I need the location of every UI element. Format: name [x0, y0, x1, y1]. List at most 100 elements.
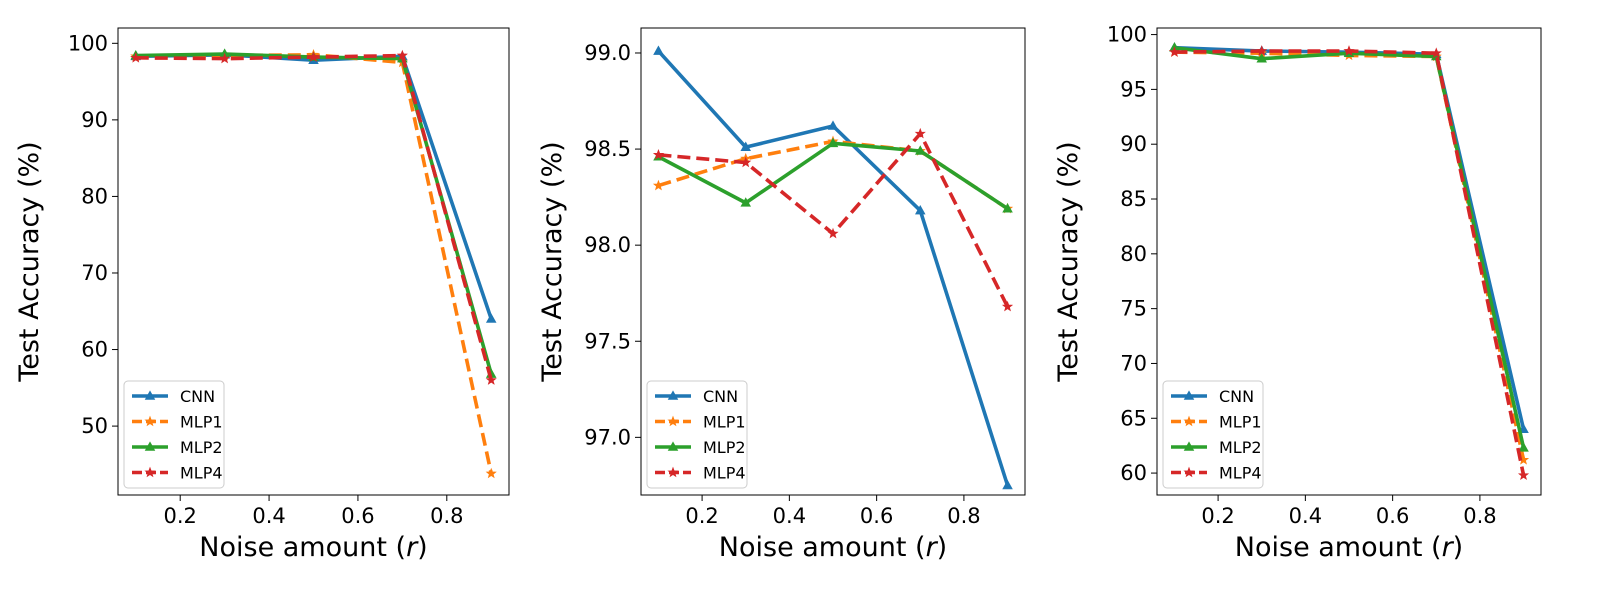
x-tick-label: 0.6	[341, 504, 374, 528]
y-tick-label: 70	[81, 261, 108, 285]
y-tick-label: 90	[81, 108, 108, 132]
series-line-mlp2	[135, 52, 493, 375]
data-point-mlp4	[652, 148, 665, 160]
legend-marker-mlp2	[667, 441, 679, 451]
x-tick-label: 0.4	[252, 504, 285, 528]
y-tick-label: 60	[81, 338, 108, 362]
chart-panel-2: 0.2 0.4 0.6 0.8 97.0 97.5 98.0 98.5 99.0 Noise am…	[537, 27, 1026, 563]
legend-marker-mlp4	[667, 466, 679, 478]
legend-marker-mlp2	[1183, 441, 1195, 451]
x-tick-label: 0.4	[1289, 504, 1322, 528]
data-point-mlp4	[1343, 45, 1355, 56]
data-point-mlp4	[485, 374, 497, 385]
series-line-mlp2	[657, 141, 1009, 211]
data-point-mlp2	[915, 145, 926, 155]
y-tick-label: 97.5	[584, 329, 631, 353]
y-tick-label: 95	[1120, 77, 1147, 101]
series-line-cnn	[1174, 45, 1526, 430]
data-point-mlp4	[1001, 300, 1014, 312]
y-tick-label: 85	[1120, 187, 1147, 211]
x-tick-label: 0.8	[1463, 504, 1496, 528]
plot-area	[652, 45, 1014, 490]
x-axis-label: Noise amount (r)	[1235, 532, 1463, 563]
y-tick-label: 80	[81, 184, 108, 208]
axes-frame	[117, 27, 510, 496]
data-point-mlp4	[1168, 46, 1181, 57]
y-axis-label: Test Accuracy (%)	[537, 141, 568, 382]
data-point-cnn	[485, 313, 497, 323]
y-tick-label: 75	[1120, 297, 1147, 321]
y-tick-label: 60	[1120, 461, 1147, 485]
legend-marker-cnn	[144, 390, 156, 400]
legend-marker-cnn	[667, 390, 679, 400]
data-point-mlp1	[652, 179, 665, 191]
y-tick-label: 98.5	[584, 137, 631, 161]
chart-panel-1: 0.2 0.4 0.6 0.8 50 60 70 80 90 100 Noise amount (r…	[14, 27, 510, 563]
data-point-mlp4	[827, 227, 839, 239]
legend-box	[646, 380, 748, 489]
data-point-mlp4	[740, 156, 752, 168]
plot-area	[1168, 42, 1530, 481]
data-point-mlp4	[130, 52, 142, 63]
axes-frame	[640, 27, 1026, 496]
data-point-mlp2	[740, 197, 751, 207]
data-point-mlp4	[219, 52, 231, 64]
data-point-mlp4	[307, 51, 320, 62]
legend-marker-mlp1	[144, 415, 156, 427]
legend-box	[123, 380, 225, 489]
legend: CNN MLP1 MLP2 MLP4	[646, 380, 748, 489]
x-tick-label: 0.2	[685, 504, 718, 528]
legend-marker-mlp1	[667, 415, 679, 427]
x-tick-label: 0.2	[164, 504, 197, 528]
data-point-mlp4	[1517, 469, 1530, 481]
x-tick-label: 0.2	[1201, 504, 1234, 528]
legend-label-mlp4: MLP4	[703, 464, 746, 483]
legend-box	[1162, 380, 1264, 489]
y-tick-label: 50	[81, 414, 108, 438]
x-tick-label: 0.8	[947, 504, 980, 528]
data-point-cnn	[740, 141, 751, 151]
data-point-mlp4	[1430, 47, 1442, 58]
x-axis-label: Noise amount (r)	[719, 532, 947, 563]
data-point-mlp4	[914, 127, 926, 139]
legend-marker-mlp2	[144, 441, 156, 451]
x-tick-label: 0.6	[1376, 504, 1409, 528]
data-point-mlp4	[396, 49, 408, 61]
data-point-cnn	[653, 45, 664, 55]
y-tick-label: 99.0	[584, 41, 631, 65]
legend-label-mlp1: MLP1	[1219, 413, 1262, 432]
y-tick-label: 97.0	[584, 425, 631, 449]
series-line-mlp4	[135, 53, 493, 381]
x-axis-label: Noise amount (r)	[199, 532, 427, 563]
data-point-mlp2	[1002, 203, 1013, 213]
data-point-mlp2	[1518, 442, 1529, 452]
data-point-cnn	[915, 204, 926, 215]
legend-label-mlp1: MLP1	[180, 413, 223, 432]
legend-label-mlp4: MLP4	[1219, 464, 1262, 483]
legend-marker-cnn	[1183, 390, 1195, 400]
legend-label-mlp1: MLP1	[703, 413, 746, 432]
y-tick-label: 65	[1120, 406, 1147, 430]
plot-area	[130, 48, 497, 479]
legend-label-mlp2: MLP2	[1219, 438, 1262, 457]
y-tick-label: 100	[68, 31, 108, 55]
legend-label-mlp4: MLP4	[180, 464, 223, 483]
y-tick-label: 100	[1107, 23, 1147, 47]
data-point-cnn	[827, 120, 839, 130]
y-tick-label: 80	[1120, 242, 1147, 266]
legend-marker-mlp1	[1183, 415, 1195, 427]
legend-label-mlp2: MLP2	[703, 438, 746, 457]
y-axis-label: Test Accuracy (%)	[14, 141, 45, 382]
series-line-mlp4	[658, 131, 1010, 308]
y-tick-label: 90	[1120, 132, 1147, 156]
data-point-mlp1	[485, 467, 497, 479]
legend-marker-mlp4	[144, 466, 156, 478]
legend-label-mlp2: MLP2	[180, 438, 223, 457]
x-tick-label: 0.8	[430, 504, 463, 528]
legend-label-cnn: CNN	[180, 387, 215, 406]
legend: CNN MLP1 MLP2 MLP4	[1162, 380, 1264, 489]
y-tick-label: 70	[1120, 351, 1147, 375]
legend-label-cnn: CNN	[1219, 387, 1254, 406]
legend: CNN MLP1 MLP2 MLP4	[123, 380, 225, 489]
